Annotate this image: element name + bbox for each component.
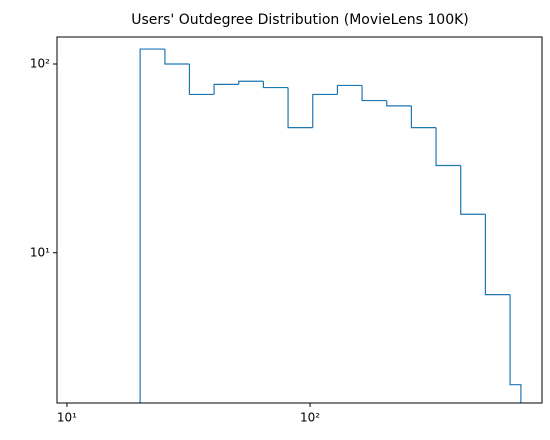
bar <box>164 49 190 65</box>
bar <box>361 85 387 102</box>
y-tick-label: 10¹ <box>30 245 50 259</box>
bar <box>509 294 522 403</box>
chart-title: Users' Outdegree Distribution (MovieLens… <box>131 12 469 28</box>
bar <box>435 127 461 167</box>
bar <box>460 165 486 215</box>
plot-frame <box>56 36 543 404</box>
bar <box>386 100 412 107</box>
bar <box>262 81 289 89</box>
bar <box>312 93 338 128</box>
bar <box>238 80 264 85</box>
x-tick-label: 10¹ <box>57 411 77 425</box>
bar <box>188 63 215 96</box>
y-tick-label: 10² <box>30 56 50 70</box>
bar <box>213 83 239 95</box>
bar <box>484 214 511 296</box>
bar <box>287 87 313 129</box>
bar <box>139 48 165 403</box>
bar <box>336 84 363 95</box>
x-tick-label: 10² <box>300 411 320 425</box>
bar <box>410 105 437 129</box>
